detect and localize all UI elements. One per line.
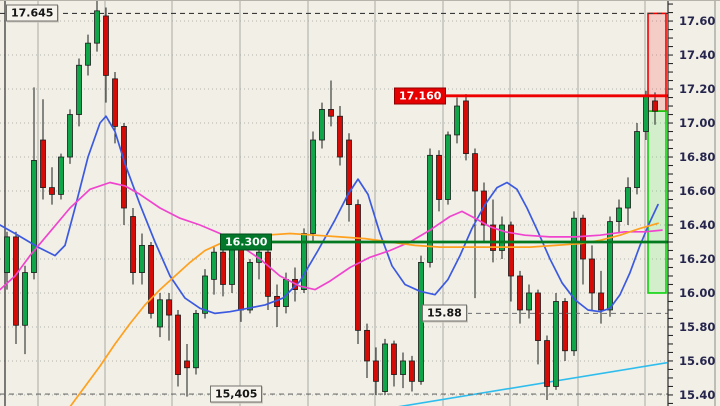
candle-down xyxy=(238,244,244,311)
candle-down xyxy=(148,244,154,314)
candle-up xyxy=(454,105,460,136)
candle-up xyxy=(22,272,28,326)
candle-down xyxy=(175,314,181,375)
candle-up xyxy=(193,312,199,369)
axis-price-label: 15.60 xyxy=(679,354,715,368)
candle-up xyxy=(229,244,235,285)
level-label-text: 17.160 xyxy=(399,89,442,103)
candle-up xyxy=(4,236,10,273)
fast-ma-line xyxy=(0,115,659,315)
candle-down xyxy=(652,100,658,112)
candle-up xyxy=(616,207,622,223)
level-label-sell-line-17160[interactable]: 17.160 xyxy=(394,87,447,105)
slow-ma-line xyxy=(69,222,659,406)
candle-up xyxy=(139,244,145,273)
candle-up xyxy=(67,114,73,158)
candle-up xyxy=(499,224,505,251)
candle-down xyxy=(13,236,19,326)
candle-up xyxy=(76,64,82,115)
candle-down xyxy=(589,258,595,294)
axis-price-label: 16.80 xyxy=(679,150,715,164)
axis-price-label: 15.40 xyxy=(679,388,715,402)
candle-down xyxy=(49,187,55,195)
candle-up xyxy=(625,187,631,209)
candle-up xyxy=(607,221,613,311)
candle-up xyxy=(301,233,307,290)
axis-price-label: 17.60 xyxy=(679,14,715,28)
level-label-support-15405[interactable]: 15,405 xyxy=(210,385,263,403)
candle-down xyxy=(166,299,172,316)
level-label-buy-line-16300[interactable]: 16.300 xyxy=(220,233,273,251)
candle-down xyxy=(544,340,550,387)
axis-price-label: 16.40 xyxy=(679,218,715,232)
candle-down xyxy=(373,360,379,382)
candle-down xyxy=(580,217,586,260)
candle-down xyxy=(535,292,541,341)
candle-down xyxy=(265,251,271,297)
candle-up xyxy=(319,109,325,141)
cyan-trendline[interactable] xyxy=(398,361,668,406)
axis-price-label: 16.00 xyxy=(679,286,715,300)
axis-price-label: 16.60 xyxy=(679,184,715,198)
candle-up xyxy=(400,360,406,375)
candle-up xyxy=(58,156,64,195)
candle-up xyxy=(157,299,163,328)
level-label-support-1588[interactable]: 15.88 xyxy=(422,304,467,322)
candle-down xyxy=(490,224,496,251)
axis-price-label: 17.00 xyxy=(679,116,715,130)
level-label-text: 15.88 xyxy=(427,306,462,320)
candle-up xyxy=(526,292,532,311)
candle-down xyxy=(220,251,226,285)
candle-up xyxy=(94,10,100,44)
candle-up xyxy=(310,139,316,234)
candle-down xyxy=(40,139,46,189)
candle-down xyxy=(391,343,397,375)
level-label-resistance-17645[interactable]: 17.645 xyxy=(6,4,59,22)
candle-down xyxy=(184,360,190,369)
candle-up xyxy=(211,251,217,280)
candle-down xyxy=(508,224,514,277)
axis-price-label: 16.20 xyxy=(679,252,715,266)
take-profit-zone[interactable] xyxy=(647,110,667,294)
candle-up xyxy=(445,134,451,200)
candle-down xyxy=(346,139,352,206)
candle-down xyxy=(112,78,118,127)
axis-price-label: 17.20 xyxy=(679,82,715,96)
candle-down xyxy=(598,292,604,311)
candle-down xyxy=(517,275,523,311)
candle-down xyxy=(472,153,478,192)
candle-down xyxy=(409,360,415,382)
candle-up xyxy=(427,154,433,263)
candle-down xyxy=(337,115,343,158)
candle-up xyxy=(643,95,649,132)
candle-up xyxy=(247,261,253,311)
candle-down xyxy=(130,216,136,273)
candle-up xyxy=(382,343,388,392)
candle-down xyxy=(364,329,370,362)
candle-up xyxy=(553,301,559,387)
candle-down xyxy=(463,100,469,155)
candle-down xyxy=(355,204,361,331)
candle-down xyxy=(103,15,109,76)
medium-ma-line xyxy=(0,181,663,291)
level-label-text: 15,405 xyxy=(215,387,258,401)
candle-down xyxy=(562,301,568,352)
candle-up xyxy=(31,160,37,273)
level-label-text: 16.300 xyxy=(225,235,268,249)
candle-up xyxy=(85,42,91,66)
candle-up xyxy=(571,217,577,352)
candle-down xyxy=(436,154,442,200)
candle-down xyxy=(328,109,334,117)
axis-price-label: 17.40 xyxy=(679,48,715,62)
candle-up xyxy=(634,131,640,189)
candle-up xyxy=(202,275,208,314)
axis-price-label: 15.80 xyxy=(679,320,715,334)
level-label-text: 17.645 xyxy=(11,6,54,20)
